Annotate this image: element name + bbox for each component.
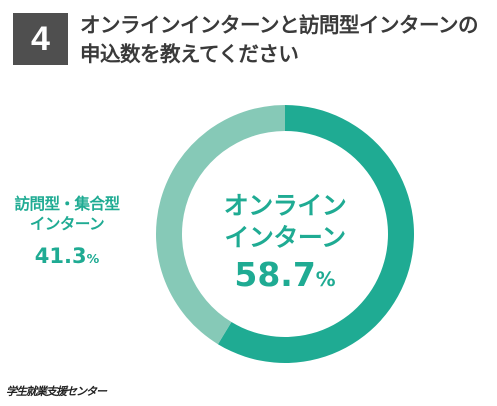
- online-slice-value-unit: %: [315, 268, 336, 291]
- question-number-badge: 4: [13, 13, 68, 65]
- onsite-slice-label: 訪問型・集合型 インターン: [4, 194, 130, 234]
- online-slice-label-line-1: オンライン: [223, 191, 347, 220]
- onsite-slice-label-line-1: 訪問型・集合型: [14, 195, 120, 213]
- question-number: 4: [31, 19, 50, 58]
- onsite-slice-value: 41.3%: [4, 244, 130, 268]
- chart-title-line-2: 申込数を教えてください: [80, 42, 299, 66]
- online-slice-value: 58.7%: [205, 255, 365, 294]
- online-slice-value-number: 58.7: [234, 255, 316, 294]
- onsite-slice-label-line-2: インターン: [29, 215, 105, 233]
- online-slice-label-line-2: インターン: [224, 223, 346, 252]
- onsite-slice-value-unit: %: [86, 251, 100, 266]
- source-credit: 学生就業支援センター: [6, 385, 107, 398]
- donut-slice-online: [217, 105, 414, 364]
- chart-title-line-1: オンラインインターンと訪問型インターンの: [80, 13, 478, 37]
- chart-title: オンラインインターンと訪問型インターンの 申込数を教えてください: [80, 11, 492, 69]
- online-slice-label: オンライン インターン: [205, 190, 365, 254]
- onsite-slice-value-number: 41.3: [34, 244, 87, 268]
- donut-slice-onsite: [156, 105, 285, 345]
